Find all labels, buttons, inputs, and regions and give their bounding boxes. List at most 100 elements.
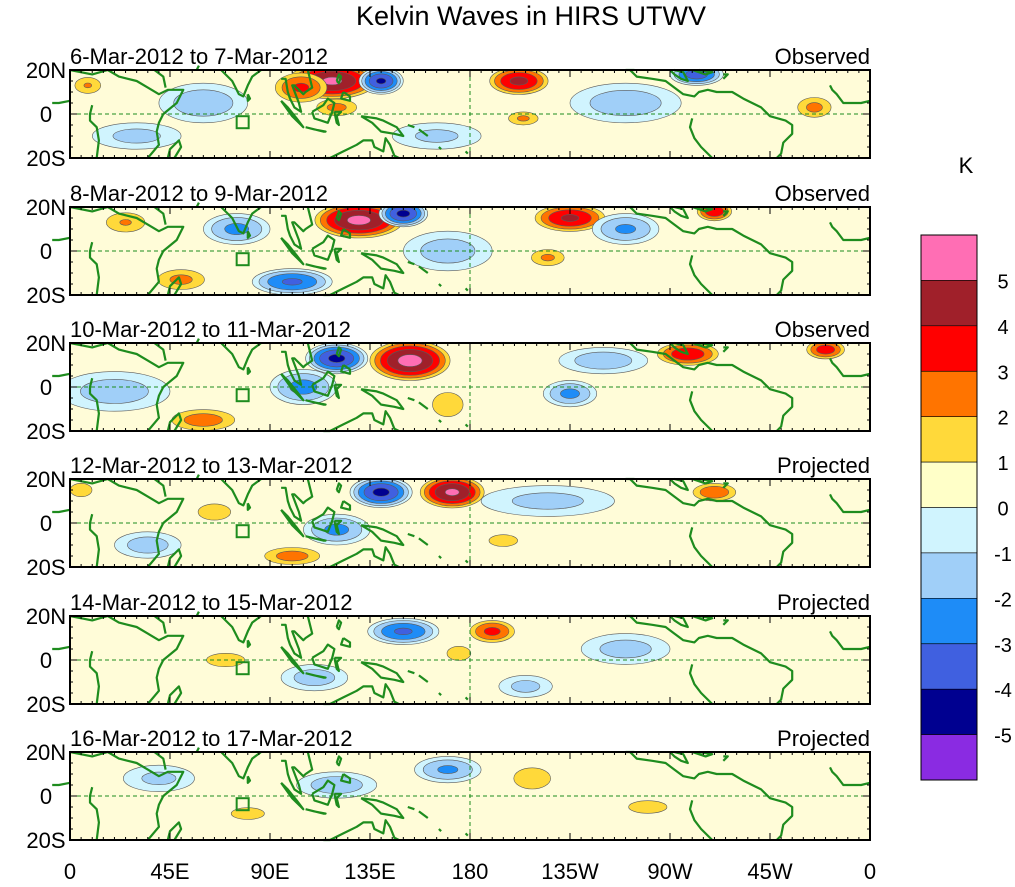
colorbar-swatch (920, 461, 978, 508)
colorbar-swatch (920, 280, 978, 327)
colorbar-level-label: 1 (997, 453, 1008, 475)
figure-title: Kelvin Waves in HIRS UTWV (356, 1, 706, 31)
panel-date-range: 6-Mar-2012 to 7-Mar-2012 (70, 44, 328, 69)
anomaly-contour (372, 487, 390, 497)
x-tick-label: 45E (150, 859, 189, 884)
x-tick-label: 0 (64, 859, 76, 884)
colorbar-swatch (920, 234, 978, 281)
anomaly-contour (397, 354, 423, 367)
colorbar-swatch (920, 597, 978, 645)
anomaly-field (74, 70, 832, 150)
y-tick-label: 0 (40, 102, 52, 127)
tick-marks (69, 342, 871, 432)
anomaly-contour (483, 627, 501, 636)
anomaly-contour (516, 115, 530, 122)
anomaly-contour (599, 639, 652, 659)
anomaly-contour (511, 492, 584, 510)
anomaly-contour (293, 669, 336, 687)
colorbar-frame (920, 234, 978, 781)
map-panels: 6-Mar-2012 to 7-Mar-2012 Observed 20N 0 20S 8… (26, 44, 872, 853)
colorbar-level-label: -1 (994, 544, 1012, 566)
panel-6: 16-Mar-2012 to 17-Mar-2012 Projected 20N 0 2… (26, 726, 872, 853)
tick-marks (69, 751, 871, 841)
x-tick-label: 90E (250, 859, 289, 884)
colorbar-level-label: 3 (997, 362, 1008, 384)
x-tick-label: 0 (864, 859, 876, 884)
y-tick-label: 20N (26, 740, 66, 765)
panel-status: Observed (775, 181, 870, 206)
anomaly-contour (510, 680, 541, 693)
y-tick-label: 0 (40, 648, 52, 673)
colorbar-level-label: -2 (994, 589, 1012, 611)
anomaly-contour (560, 388, 580, 399)
anomaly-field (70, 479, 737, 565)
anomaly-contour (628, 800, 668, 814)
y-tick-label: 20N (26, 331, 66, 356)
colorbar-swatch (920, 552, 978, 599)
y-tick-label: 20S (26, 555, 65, 580)
anomaly-field (206, 617, 671, 698)
tick-marks (69, 69, 871, 159)
y-tick-label: 20S (26, 283, 65, 308)
panel-date-range: 8-Mar-2012 to 9-Mar-2012 (70, 181, 328, 206)
anomaly-contour (432, 392, 464, 418)
panel-date-range: 10-Mar-2012 to 11-Mar-2012 (70, 317, 351, 342)
panel-status: Projected (777, 726, 870, 751)
anomaly-contour (376, 77, 387, 85)
x-tick-label: 45W (747, 859, 792, 884)
panel-date-range: 16-Mar-2012 to 17-Mar-2012 (70, 726, 352, 751)
anomaly-contour (540, 254, 555, 262)
anomaly-contour (127, 536, 169, 554)
panel-status: Projected (777, 590, 870, 615)
anomaly-field (106, 207, 732, 295)
colorbar-swatch (920, 507, 978, 554)
y-tick-label: 20N (26, 604, 66, 629)
y-tick-label: 20N (26, 195, 66, 220)
y-tick-label: 20S (26, 692, 65, 717)
anomaly-contour (70, 483, 93, 497)
panel-status: Observed (775, 44, 870, 69)
x-axis: 0 45E 90E 135E 180 135W 90W 45W 0 (64, 859, 876, 884)
y-tick-label: 0 (40, 239, 52, 264)
tick-marks (69, 478, 871, 568)
panel-status: Observed (775, 317, 870, 342)
anomaly-contour (119, 219, 132, 226)
anomaly-contour (281, 278, 303, 286)
colorbar-level-label: -5 (994, 726, 1012, 748)
anomaly-contour (173, 89, 234, 117)
colorbar-level-label: 5 (997, 271, 1008, 293)
panel-date-range: 14-Mar-2012 to 15-Mar-2012 (70, 590, 352, 615)
anomaly-contour (615, 224, 637, 234)
anomaly-contour (83, 82, 93, 89)
panel-status: Projected (777, 453, 870, 478)
anomaly-contour (816, 344, 836, 355)
y-tick-label: 20N (26, 58, 66, 83)
panel-1: 6-Mar-2012 to 7-Mar-2012 Observed 20N 0 20S (26, 44, 872, 171)
panel-date-range: 12-Mar-2012 to 13-Mar-2012 (70, 453, 352, 478)
anomaly-contour (141, 771, 177, 786)
y-tick-label: 20N (26, 467, 66, 492)
panel-3: 10-Mar-2012 to 11-Mar-2012 Observed 20N 0 20… (26, 317, 872, 444)
anomaly-contour (415, 129, 459, 143)
anomaly-contour (446, 646, 472, 661)
anomaly-contour (444, 488, 460, 497)
anomaly-contour (394, 627, 413, 636)
anomaly-contour (509, 76, 529, 86)
x-tick-label: 180 (452, 859, 489, 884)
y-tick-label: 0 (40, 511, 52, 536)
anomaly-contour (560, 214, 579, 222)
anomaly-contour (589, 90, 662, 117)
colorbar-swatch (920, 643, 978, 690)
y-tick-label: 0 (40, 375, 52, 400)
colorbar-unit: K (959, 153, 974, 178)
y-tick-label: 0 (40, 784, 52, 809)
anomaly-contour (699, 486, 730, 499)
anomaly-contour (513, 767, 551, 790)
panel-4: 12-Mar-2012 to 13-Mar-2012 Projected 20N 0 2… (26, 453, 872, 580)
anomaly-contour (574, 351, 633, 370)
x-tick-label: 135E (344, 859, 395, 884)
anomaly-contour (346, 215, 371, 226)
colorbar-swatch (920, 416, 978, 463)
colorbar-level-label: 4 (997, 317, 1008, 339)
